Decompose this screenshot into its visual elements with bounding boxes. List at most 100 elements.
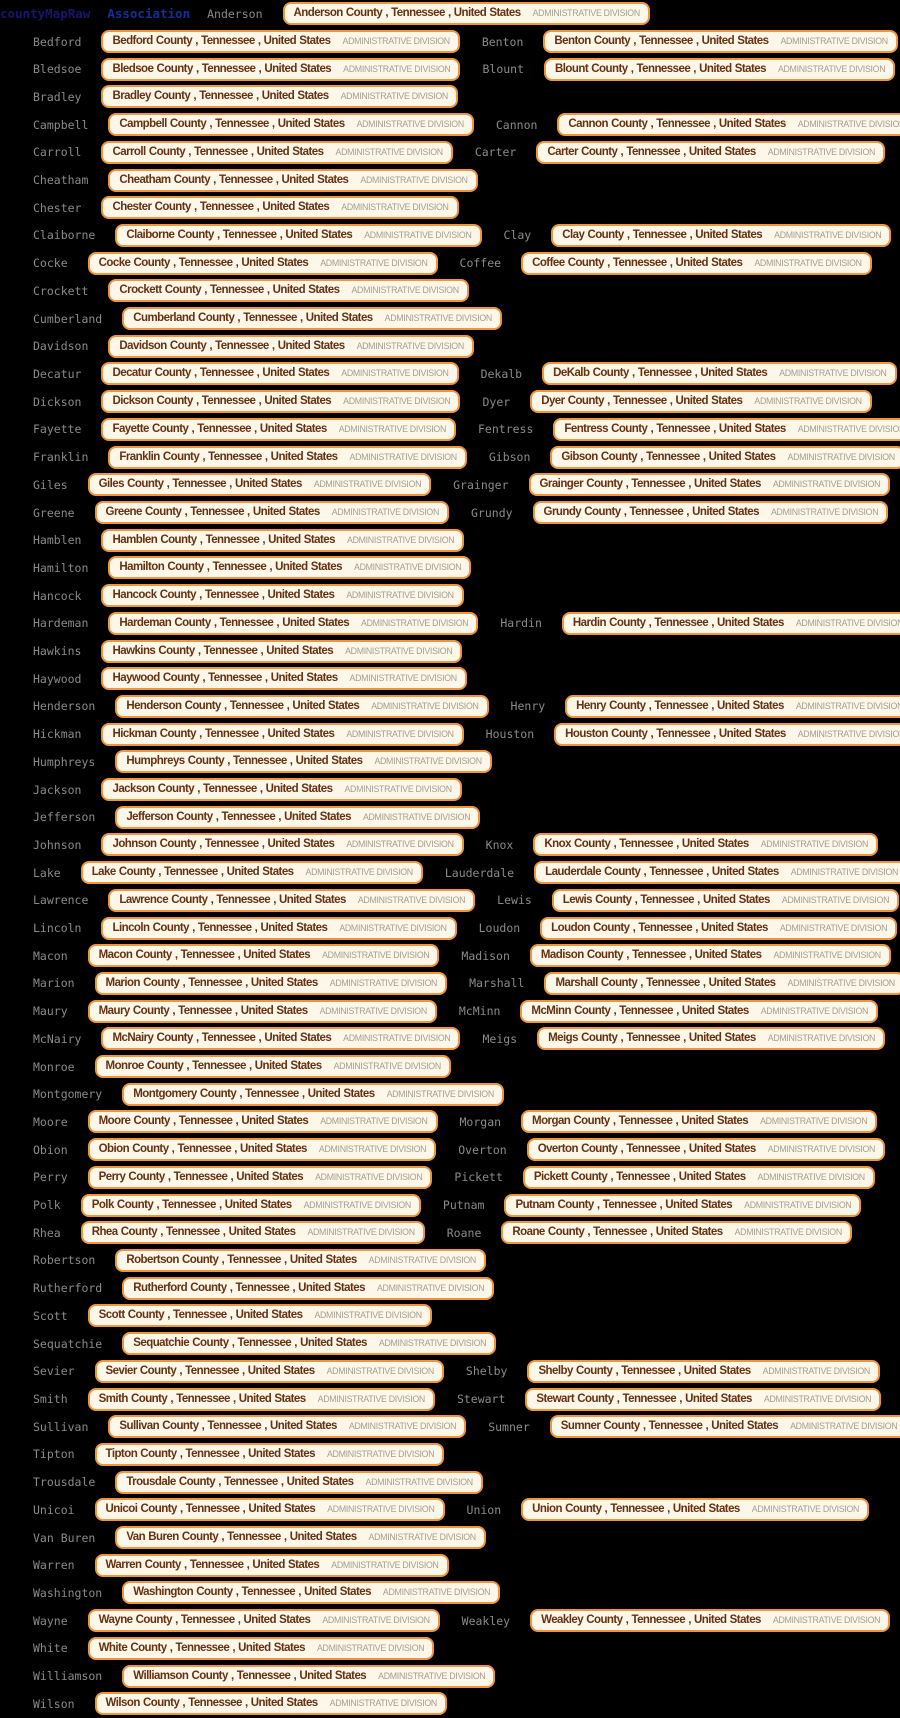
entity-tag-label: ADMINISTRATIVE DIVISION xyxy=(335,146,444,157)
entity-text: Overton County , Tennessee , United Stat… xyxy=(537,1143,757,1156)
entity-text: Warren County , Tennessee , United State… xyxy=(105,1558,320,1571)
entity-text: Jackson County , Tennessee , United Stat… xyxy=(112,783,333,796)
entity-tag-label: ADMINISTRATIVE DIVISION xyxy=(374,756,482,767)
entity-pill: Lake County , Tennessee , United States A… xyxy=(80,861,423,885)
text-line: Bedford Bedford County , Tennessee , Unit… xyxy=(0,28,900,56)
county-label: Cannon xyxy=(495,117,538,132)
entity-pill: Hickman County , Tennessee , United Stat… xyxy=(101,722,464,746)
entity-text: Bradley County , Tennessee , United Stat… xyxy=(112,90,329,103)
county-label: Dyer xyxy=(482,394,511,409)
entity-text: Blount County , Tennessee , United State… xyxy=(555,62,766,75)
entity-pill: Meigs County , Tennessee , United States… xyxy=(537,1027,886,1051)
county-label: Stewart xyxy=(456,1392,506,1406)
entity-text: Lauderdale County , Tennessee , United S… xyxy=(545,866,779,879)
text-line: Hickman Hickman County , Tennessee , Unit… xyxy=(0,720,900,748)
county-label: Loudon xyxy=(478,921,521,936)
entity-pill: Monroe County , Tennessee , United State… xyxy=(94,1055,451,1079)
entity-tag-label: ADMINISTRATIVE DIVISION xyxy=(347,534,455,545)
entity-pill: Dickson County , Tennessee , United Stat… xyxy=(101,390,461,414)
entity-tag-label: ADMINISTRATIVE DIVISION xyxy=(760,1116,868,1127)
text-line: countyMapRaw Association Anderson Anderson … xyxy=(0,0,900,28)
entity-pill: Marion County , Tennessee , United State… xyxy=(94,971,448,995)
entity-tag-label: ADMINISTRATIVE DIVISION xyxy=(345,645,453,656)
entity-pill: Hamilton County , Tennessee , United Sta… xyxy=(108,556,472,580)
text-line: Unicoi Unicoi County , Tennessee , United… xyxy=(0,1496,900,1524)
entity-pill: Franklin County , Tennessee , United Sta… xyxy=(108,445,467,469)
entity-text: Roane County , Tennessee , United States xyxy=(512,1226,723,1239)
entity-tag-label: ADMINISTRATIVE DIVISION xyxy=(378,1670,486,1681)
county-label: Montgomery xyxy=(33,1087,103,1102)
entity-text: Benton County , Tennessee , United State… xyxy=(554,35,769,48)
county-label: Knox xyxy=(485,837,514,852)
entity-tag-label: ADMINISTRATIVE DIVISION xyxy=(320,257,428,268)
entity-pill: DeKalb County , Tennessee , United State… xyxy=(542,362,897,386)
entity-text: Hardin County , Tennessee , United State… xyxy=(572,616,784,629)
entity-pill: Hancock County , Tennessee , United Stat… xyxy=(101,584,464,608)
text-line: Hamblen Hamblen County , Tennessee , Unit… xyxy=(0,526,900,554)
text-line: Bradley Bradley County , Tennessee , Unit… xyxy=(0,83,900,111)
county-label: Blount xyxy=(482,62,525,77)
entity-pill: Montgomery County , Tennessee , United S… xyxy=(122,1082,504,1106)
entity-tag-label: ADMINISTRATIVE DIVISION xyxy=(762,1365,871,1376)
entity-text: Knox County , Tennessee , United States xyxy=(544,838,749,851)
county-label: Fayette xyxy=(33,422,82,437)
entity-pill: Cumberland County , Tennessee , United S… xyxy=(122,307,502,331)
entity-tag-label: ADMINISTRATIVE DIVISION xyxy=(763,1393,872,1404)
county-label: Cheatham xyxy=(33,173,89,188)
text-line: Hardeman Hardeman County , Tennessee , Un… xyxy=(0,609,900,637)
entity-tag-label: ADMINISTRATIVE DIVISION xyxy=(779,922,888,933)
entity-text: Cannon County , Tennessee , United State… xyxy=(568,118,786,131)
text-line: Jefferson Jefferson County , Tennessee , … xyxy=(0,803,900,831)
entity-text: Grainger County , Tennessee , United Sta… xyxy=(539,478,762,491)
county-label: Putnam xyxy=(442,1198,485,1213)
county-label: Rhea xyxy=(33,1225,61,1240)
entity-text: Cocke County , Tennessee , United States xyxy=(98,256,309,269)
text-line: Obion Obion County , Tennessee , United S… xyxy=(0,1136,900,1164)
entity-pill: Claiborne County , Tennessee , United St… xyxy=(115,223,482,247)
county-label: Polk xyxy=(33,1198,61,1213)
county-label: Rutherford xyxy=(33,1281,103,1296)
entity-text: Rutherford County , Tennessee , United S… xyxy=(133,1281,365,1294)
entity-pill: Van Buren County , Tennessee , United St… xyxy=(115,1526,486,1550)
entity-pill: Polk County , Tennessee , United States A… xyxy=(80,1193,421,1217)
entity-text: DeKalb County , Tennessee , United State… xyxy=(553,367,768,380)
county-label: Crockett xyxy=(33,283,89,298)
county-label: Jefferson xyxy=(33,810,96,825)
text-line: Cheatham Cheatham County , Tennessee , Un… xyxy=(0,166,900,194)
entity-pill: Shelby County , Tennessee , United State… xyxy=(527,1359,880,1383)
county-label: Hamilton xyxy=(33,560,89,575)
entity-tag-label: ADMINISTRATIVE DIVISION xyxy=(365,1476,474,1487)
entity-text: Dickson County , Tennessee , United Stat… xyxy=(112,395,332,408)
entity-pill: Fentress County , Tennessee , United Sta… xyxy=(553,417,900,441)
entity-pill: Carter County , Tennessee , United State… xyxy=(536,140,886,164)
entity-tag-label: ADMINISTRATIVE DIVISION xyxy=(354,562,462,573)
county-label: Warren xyxy=(33,1558,75,1573)
entity-pill: Giles County , Tennessee , United States… xyxy=(87,473,432,497)
county-label: Clay xyxy=(503,228,532,243)
county-label: Fentress xyxy=(478,422,534,437)
entity-text: Madison County , Tennessee , United Stat… xyxy=(540,949,762,962)
entity-tag-label: ADMINISTRATIVE DIVISION xyxy=(346,590,454,601)
text-line: Sequatchie Sequatchie County , Tennessee … xyxy=(0,1330,900,1358)
text-line: Macon Macon County , Tennessee , United S… xyxy=(0,942,900,970)
entity-text: Claiborne County , Tennessee , United St… xyxy=(126,228,353,241)
text-line: Monroe Monroe County , Tennessee , United… xyxy=(0,1053,900,1081)
entity-tag-label: ADMINISTRATIVE DIVISION xyxy=(331,507,440,517)
entity-text: Obion County , Tennessee , United States xyxy=(98,1143,308,1156)
text-line: Johnson Johnson County , Tennessee , Unit… xyxy=(0,831,900,859)
text-line: Claiborne Claiborne County , Tennessee , … xyxy=(0,222,900,250)
entity-tag-label: ADMINISTRATIVE DIVISION xyxy=(364,229,472,240)
entity-pill: Tipton County , Tennessee , United State… xyxy=(94,1442,445,1466)
county-label: Robertson xyxy=(33,1253,96,1268)
county-label: Williamson xyxy=(33,1669,103,1684)
county-label: Henry xyxy=(510,699,546,714)
entity-tag-label: ADMINISTRATIVE DIVISION xyxy=(329,977,438,988)
entity-pill: Rhea County , Tennessee , United States A… xyxy=(80,1221,425,1245)
entity-tag-label: ADMINISTRATIVE DIVISION xyxy=(767,1033,876,1044)
entity-pill: Knox County , Tennessee , United States A… xyxy=(533,833,879,857)
entity-text: Cheatham County , Tennessee , United Sta… xyxy=(119,173,349,186)
entity-tag-label: ADMINISTRATIVE DIVISION xyxy=(376,1282,485,1293)
entity-pill: Decatur County , Tennessee , United Stat… xyxy=(101,362,459,386)
entity-text: Tipton County , Tennessee , United State… xyxy=(105,1447,316,1460)
text-line: Washington Washington County , Tennessee … xyxy=(0,1579,900,1607)
